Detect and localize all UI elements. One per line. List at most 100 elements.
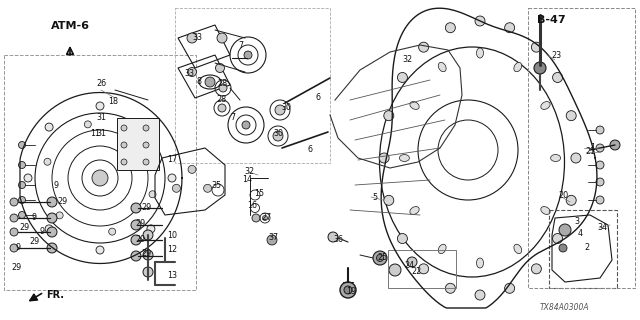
Text: 33: 33 (192, 34, 202, 43)
Text: 27: 27 (262, 213, 272, 222)
Circle shape (219, 84, 227, 92)
Text: TX84A0300A: TX84A0300A (540, 303, 589, 313)
Circle shape (373, 251, 387, 265)
Circle shape (92, 170, 108, 186)
Circle shape (340, 282, 356, 298)
Circle shape (384, 111, 394, 121)
Text: 9: 9 (31, 213, 36, 222)
Circle shape (10, 228, 18, 236)
Text: 28: 28 (217, 79, 227, 89)
Circle shape (596, 144, 604, 152)
Circle shape (96, 246, 104, 254)
Circle shape (407, 257, 417, 267)
Circle shape (596, 196, 604, 204)
Circle shape (19, 162, 26, 169)
Text: 19: 19 (346, 287, 356, 297)
Circle shape (419, 42, 429, 52)
Circle shape (531, 42, 541, 52)
Text: 34: 34 (597, 223, 607, 233)
Text: 13: 13 (167, 271, 177, 281)
Circle shape (131, 203, 141, 213)
Text: 20: 20 (558, 191, 568, 201)
Circle shape (384, 195, 394, 205)
Circle shape (552, 234, 563, 244)
Text: 26: 26 (96, 79, 106, 89)
Text: 7: 7 (230, 114, 236, 123)
Text: 18: 18 (108, 98, 118, 107)
Text: 29: 29 (19, 223, 29, 233)
Circle shape (242, 121, 250, 129)
Circle shape (47, 213, 57, 223)
Ellipse shape (410, 101, 419, 109)
Circle shape (252, 214, 260, 222)
Text: 10: 10 (167, 230, 177, 239)
Circle shape (10, 244, 18, 252)
Ellipse shape (399, 155, 410, 162)
Text: 6: 6 (316, 92, 321, 101)
Circle shape (143, 267, 153, 277)
Circle shape (376, 254, 383, 261)
Text: B-47: B-47 (537, 15, 566, 25)
Text: 29: 29 (142, 203, 152, 212)
Circle shape (445, 283, 456, 293)
Ellipse shape (477, 48, 483, 58)
Circle shape (389, 264, 401, 276)
Text: 21: 21 (585, 148, 595, 156)
Circle shape (19, 181, 26, 188)
Circle shape (534, 62, 546, 74)
Circle shape (559, 244, 567, 252)
Text: 29: 29 (30, 237, 40, 246)
Circle shape (571, 153, 581, 163)
Text: 4: 4 (577, 229, 582, 238)
Circle shape (267, 235, 277, 245)
Circle shape (131, 220, 141, 230)
Text: 31: 31 (96, 130, 106, 139)
Circle shape (445, 23, 456, 33)
Circle shape (109, 228, 116, 235)
Bar (549, 210, 617, 288)
Ellipse shape (550, 155, 561, 162)
Circle shape (84, 121, 92, 128)
Circle shape (419, 264, 429, 274)
Circle shape (610, 140, 620, 150)
Circle shape (149, 191, 156, 198)
Text: 15: 15 (254, 188, 264, 197)
Circle shape (504, 23, 515, 33)
Circle shape (273, 131, 283, 141)
Ellipse shape (410, 207, 419, 214)
Ellipse shape (541, 101, 550, 109)
Text: 29: 29 (57, 197, 67, 206)
Circle shape (19, 141, 26, 148)
Circle shape (131, 251, 141, 261)
Circle shape (504, 283, 515, 293)
Ellipse shape (541, 207, 550, 214)
Text: ATM-6: ATM-6 (51, 21, 90, 31)
Circle shape (19, 196, 26, 204)
Circle shape (379, 153, 389, 163)
Circle shape (596, 161, 604, 169)
Text: 17: 17 (167, 156, 177, 164)
Bar (4, 55, 196, 290)
Circle shape (147, 123, 155, 131)
Text: 29: 29 (135, 219, 145, 228)
Text: 25: 25 (378, 253, 388, 262)
Text: 5: 5 (372, 193, 378, 202)
Text: 32: 32 (244, 167, 254, 177)
Ellipse shape (477, 258, 483, 268)
Circle shape (168, 174, 176, 182)
Text: 29: 29 (142, 249, 152, 258)
Circle shape (19, 212, 26, 219)
Text: 16: 16 (247, 201, 257, 210)
Circle shape (121, 142, 127, 148)
Ellipse shape (438, 62, 446, 72)
Circle shape (47, 227, 57, 237)
Circle shape (262, 215, 268, 220)
Circle shape (205, 77, 215, 87)
Bar (175, 8, 330, 163)
Text: 14: 14 (242, 175, 252, 185)
Bar (117, 118, 159, 170)
Ellipse shape (514, 62, 522, 72)
Text: 30: 30 (273, 130, 283, 139)
Circle shape (143, 159, 149, 165)
Circle shape (275, 105, 285, 115)
